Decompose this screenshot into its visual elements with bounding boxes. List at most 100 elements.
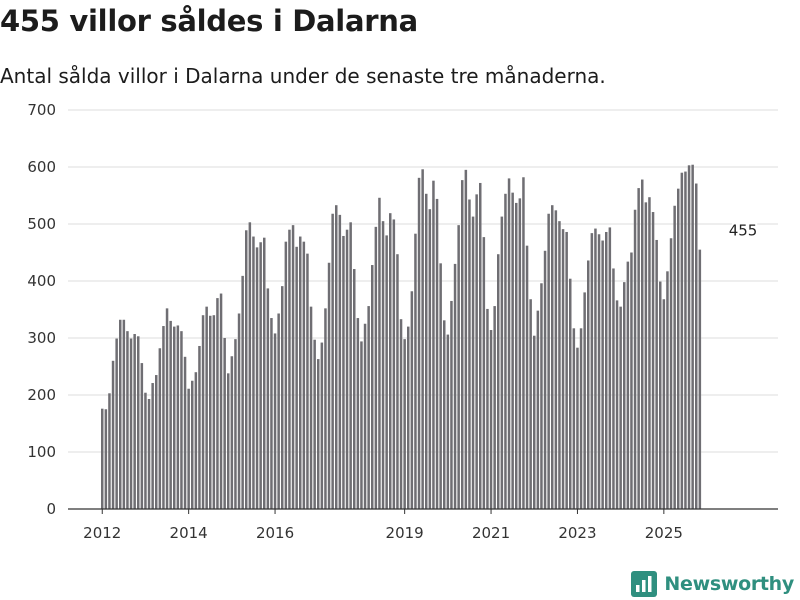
- bar: [482, 237, 486, 510]
- brand-name: Newsworthy: [664, 573, 794, 595]
- bar: [281, 286, 284, 509]
- bar: [151, 383, 154, 509]
- bar: [644, 202, 648, 509]
- chart-subtitle: Antal sålda villor i Dalarna under de se…: [0, 64, 606, 88]
- bar: [284, 241, 288, 510]
- bar: [335, 205, 338, 509]
- newsworthy-brand[interactable]: Newsworthy: [631, 568, 794, 600]
- bar: [525, 245, 529, 509]
- y-axis-ticks: 0 100 200 300 400 500 600 700: [27, 101, 56, 518]
- bar: [191, 380, 194, 509]
- bar: [288, 229, 291, 509]
- bar: [669, 238, 673, 509]
- bar: [122, 319, 126, 509]
- bar: [659, 281, 662, 509]
- chart-title: 455 villor såldes i Dalarna: [0, 4, 418, 38]
- bar: [569, 278, 572, 509]
- bar: [486, 308, 489, 509]
- bar: [327, 262, 331, 509]
- bar: [223, 338, 226, 509]
- bar: [648, 197, 651, 509]
- bar: [169, 320, 172, 509]
- bar: [108, 393, 111, 509]
- bar: [360, 341, 363, 509]
- bar: [237, 313, 241, 509]
- bar: [371, 265, 374, 509]
- bar: [497, 254, 500, 509]
- bar: [677, 188, 680, 509]
- bar: [536, 310, 540, 509]
- bar: [551, 205, 554, 509]
- bar: [378, 197, 381, 509]
- bar: [579, 328, 583, 509]
- bar: [104, 409, 108, 509]
- bar: [605, 231, 608, 510]
- bar: [162, 326, 165, 509]
- x-tick-label: 2025: [645, 524, 683, 542]
- bar: [219, 293, 223, 509]
- x-axis: 2012 2014 2016 2019 2021 2023 2025: [68, 508, 778, 542]
- bar: [421, 169, 424, 509]
- bar: [126, 331, 129, 509]
- bar: [111, 360, 115, 509]
- x-tick-label: 2021: [472, 524, 510, 542]
- bar: [407, 326, 410, 509]
- bar: [389, 213, 392, 510]
- bar: [651, 212, 655, 509]
- bar: [183, 356, 187, 509]
- bar: [425, 193, 428, 510]
- bar: [680, 172, 684, 509]
- y-tick-label: 0: [46, 500, 56, 518]
- bar: [443, 320, 446, 509]
- x-tick-label: 2014: [170, 524, 208, 542]
- bar: [403, 339, 406, 509]
- bar: [518, 198, 522, 509]
- bar: [576, 347, 579, 509]
- bar: [255, 247, 259, 509]
- y-tick-label: 500: [27, 215, 56, 233]
- bar: [201, 315, 205, 509]
- bar: [468, 199, 471, 510]
- y-tick-label: 200: [27, 386, 56, 404]
- bar: [529, 299, 532, 509]
- bar: [601, 240, 604, 509]
- bar: [597, 234, 601, 509]
- bar: [633, 209, 637, 509]
- bar: [461, 180, 464, 510]
- bar: [198, 345, 201, 509]
- bar: [180, 331, 183, 509]
- bar: [533, 335, 536, 509]
- bar: [572, 328, 576, 509]
- bar: [608, 227, 612, 510]
- y-tick-label: 100: [27, 443, 56, 461]
- bar: [587, 260, 590, 509]
- bar: [342, 235, 345, 509]
- bar: [641, 179, 644, 510]
- bar: [155, 375, 158, 509]
- bar: [547, 213, 550, 510]
- bar: [504, 193, 507, 510]
- bar: [381, 221, 385, 509]
- bar: [471, 216, 475, 509]
- bar: [392, 219, 396, 509]
- bar: [273, 333, 277, 509]
- bar: [554, 210, 558, 509]
- bar: [205, 306, 208, 509]
- bar: [540, 283, 543, 509]
- bar: [666, 271, 669, 509]
- bar: [324, 308, 327, 509]
- bar: [245, 230, 248, 509]
- bar: [439, 263, 442, 509]
- bar-series: [101, 164, 702, 510]
- bar: [619, 306, 622, 509]
- bar: [270, 318, 273, 509]
- bar: [637, 188, 640, 509]
- bar: [543, 250, 547, 510]
- bar: [101, 408, 104, 509]
- bar: [464, 169, 468, 509]
- bar: [144, 392, 147, 509]
- bar: [435, 198, 439, 510]
- bar: [313, 339, 316, 509]
- bar: [209, 315, 212, 509]
- bar: [266, 288, 270, 509]
